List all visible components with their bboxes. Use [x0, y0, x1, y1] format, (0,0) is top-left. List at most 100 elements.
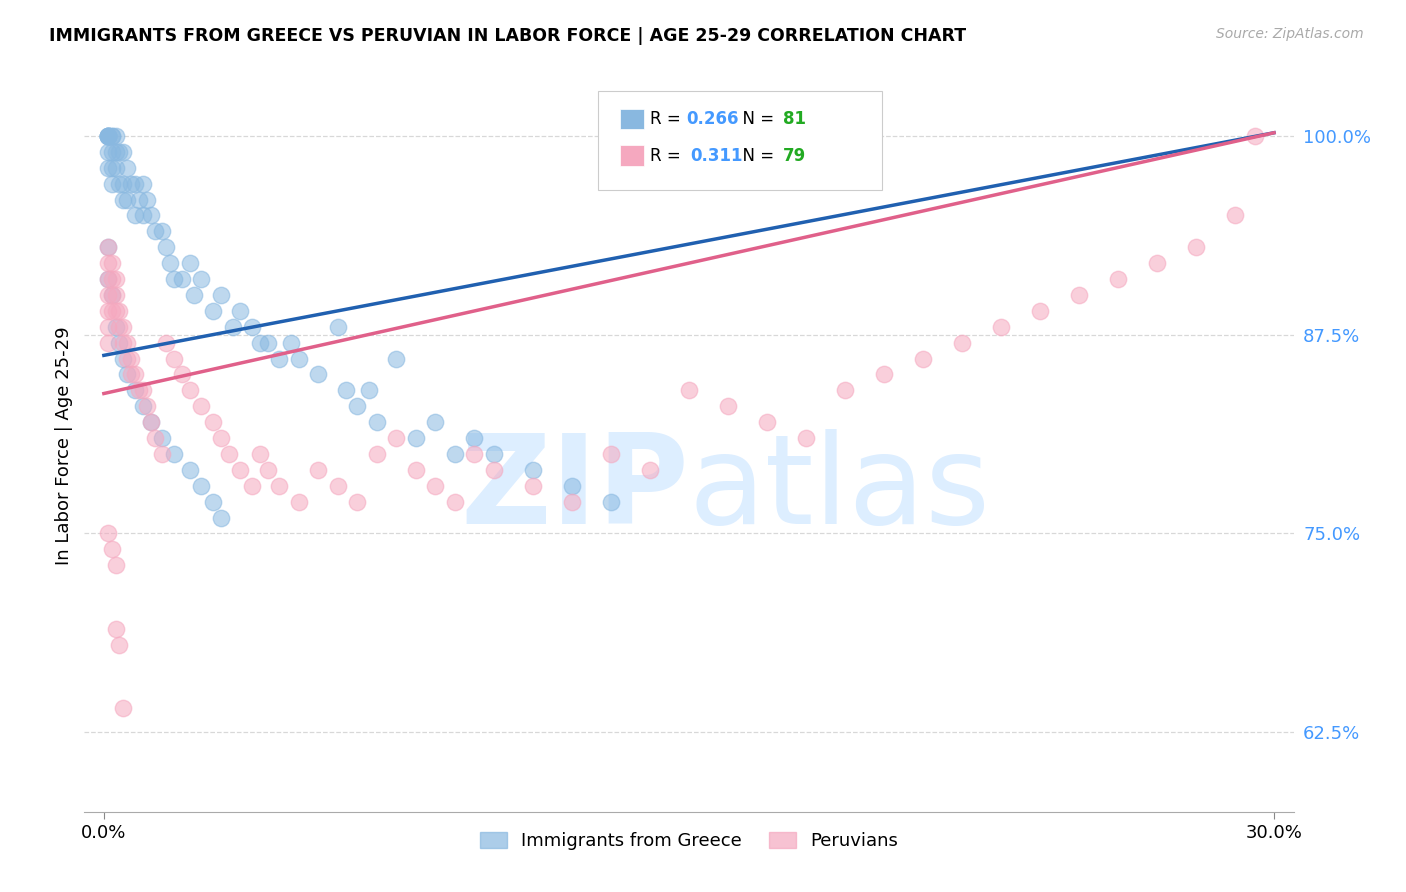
- Point: [139, 415, 162, 429]
- Point: [97, 128, 120, 143]
- Point: [209, 510, 232, 524]
- Point: [100, 542, 122, 557]
- Text: Source: ZipAtlas.com: Source: ZipAtlas.com: [1216, 27, 1364, 41]
- Point: [104, 128, 127, 143]
- Point: [522, 479, 544, 493]
- Point: [97, 335, 120, 350]
- Point: [97, 288, 120, 302]
- Y-axis label: In Labor Force | Age 25-29: In Labor Force | Age 25-29: [55, 326, 73, 566]
- Point: [135, 193, 157, 207]
- Point: [120, 368, 142, 382]
- Point: [100, 272, 122, 286]
- Point: [159, 256, 181, 270]
- Point: [256, 463, 278, 477]
- Point: [1185, 240, 1208, 254]
- Text: R =: R =: [650, 146, 692, 165]
- Legend: Immigrants from Greece, Peruvians: Immigrants from Greece, Peruvians: [472, 825, 905, 857]
- Point: [112, 145, 135, 159]
- Point: [128, 384, 150, 398]
- Point: [346, 399, 368, 413]
- Text: 81: 81: [783, 110, 806, 128]
- Point: [117, 335, 139, 350]
- Point: [163, 351, 186, 366]
- Point: [108, 145, 131, 159]
- Point: [150, 431, 173, 445]
- Point: [100, 161, 122, 175]
- Point: [170, 272, 193, 286]
- Point: [346, 494, 368, 508]
- Point: [249, 335, 271, 350]
- Point: [104, 622, 127, 636]
- Point: [97, 145, 120, 159]
- Point: [139, 209, 162, 223]
- Point: [202, 494, 225, 508]
- Point: [326, 479, 349, 493]
- Point: [100, 288, 122, 302]
- Point: [120, 351, 142, 366]
- Point: [873, 368, 896, 382]
- Point: [561, 479, 583, 493]
- Point: [104, 161, 127, 175]
- Point: [561, 494, 583, 508]
- Text: 0.311: 0.311: [690, 146, 742, 165]
- Point: [209, 288, 232, 302]
- FancyBboxPatch shape: [599, 91, 883, 190]
- Point: [385, 351, 408, 366]
- Point: [112, 701, 135, 715]
- Point: [97, 128, 120, 143]
- Point: [209, 431, 232, 445]
- Point: [326, 319, 349, 334]
- Bar: [620, 145, 644, 166]
- Point: [190, 399, 212, 413]
- Point: [600, 494, 623, 508]
- Point: [170, 368, 193, 382]
- Point: [108, 638, 131, 652]
- Point: [425, 479, 447, 493]
- Point: [100, 145, 122, 159]
- Point: [163, 272, 186, 286]
- Point: [124, 177, 146, 191]
- Point: [132, 177, 155, 191]
- Point: [755, 415, 778, 429]
- Point: [143, 431, 166, 445]
- Point: [834, 384, 856, 398]
- Point: [120, 177, 142, 191]
- Point: [600, 447, 623, 461]
- Point: [97, 240, 120, 254]
- Point: [100, 288, 122, 302]
- Point: [522, 463, 544, 477]
- Point: [249, 447, 271, 461]
- Point: [97, 272, 120, 286]
- Point: [100, 128, 122, 143]
- Point: [221, 319, 243, 334]
- Point: [143, 224, 166, 238]
- Point: [104, 319, 127, 334]
- Point: [444, 494, 467, 508]
- Point: [104, 558, 127, 573]
- Point: [100, 128, 122, 143]
- Point: [97, 272, 120, 286]
- Point: [97, 161, 120, 175]
- Text: N =: N =: [733, 146, 780, 165]
- Point: [155, 335, 177, 350]
- Point: [359, 384, 381, 398]
- Point: [117, 351, 139, 366]
- Point: [288, 351, 311, 366]
- Point: [950, 335, 973, 350]
- Point: [100, 177, 122, 191]
- Point: [132, 399, 155, 413]
- Point: [678, 384, 700, 398]
- Point: [717, 399, 740, 413]
- Point: [229, 303, 252, 318]
- Point: [117, 368, 139, 382]
- Point: [405, 463, 427, 477]
- Point: [385, 431, 408, 445]
- Point: [100, 303, 122, 318]
- Text: ZIP: ZIP: [460, 429, 689, 550]
- Point: [1067, 288, 1090, 302]
- Point: [117, 161, 139, 175]
- Point: [155, 240, 177, 254]
- Point: [112, 335, 135, 350]
- Point: [104, 272, 127, 286]
- Point: [139, 415, 162, 429]
